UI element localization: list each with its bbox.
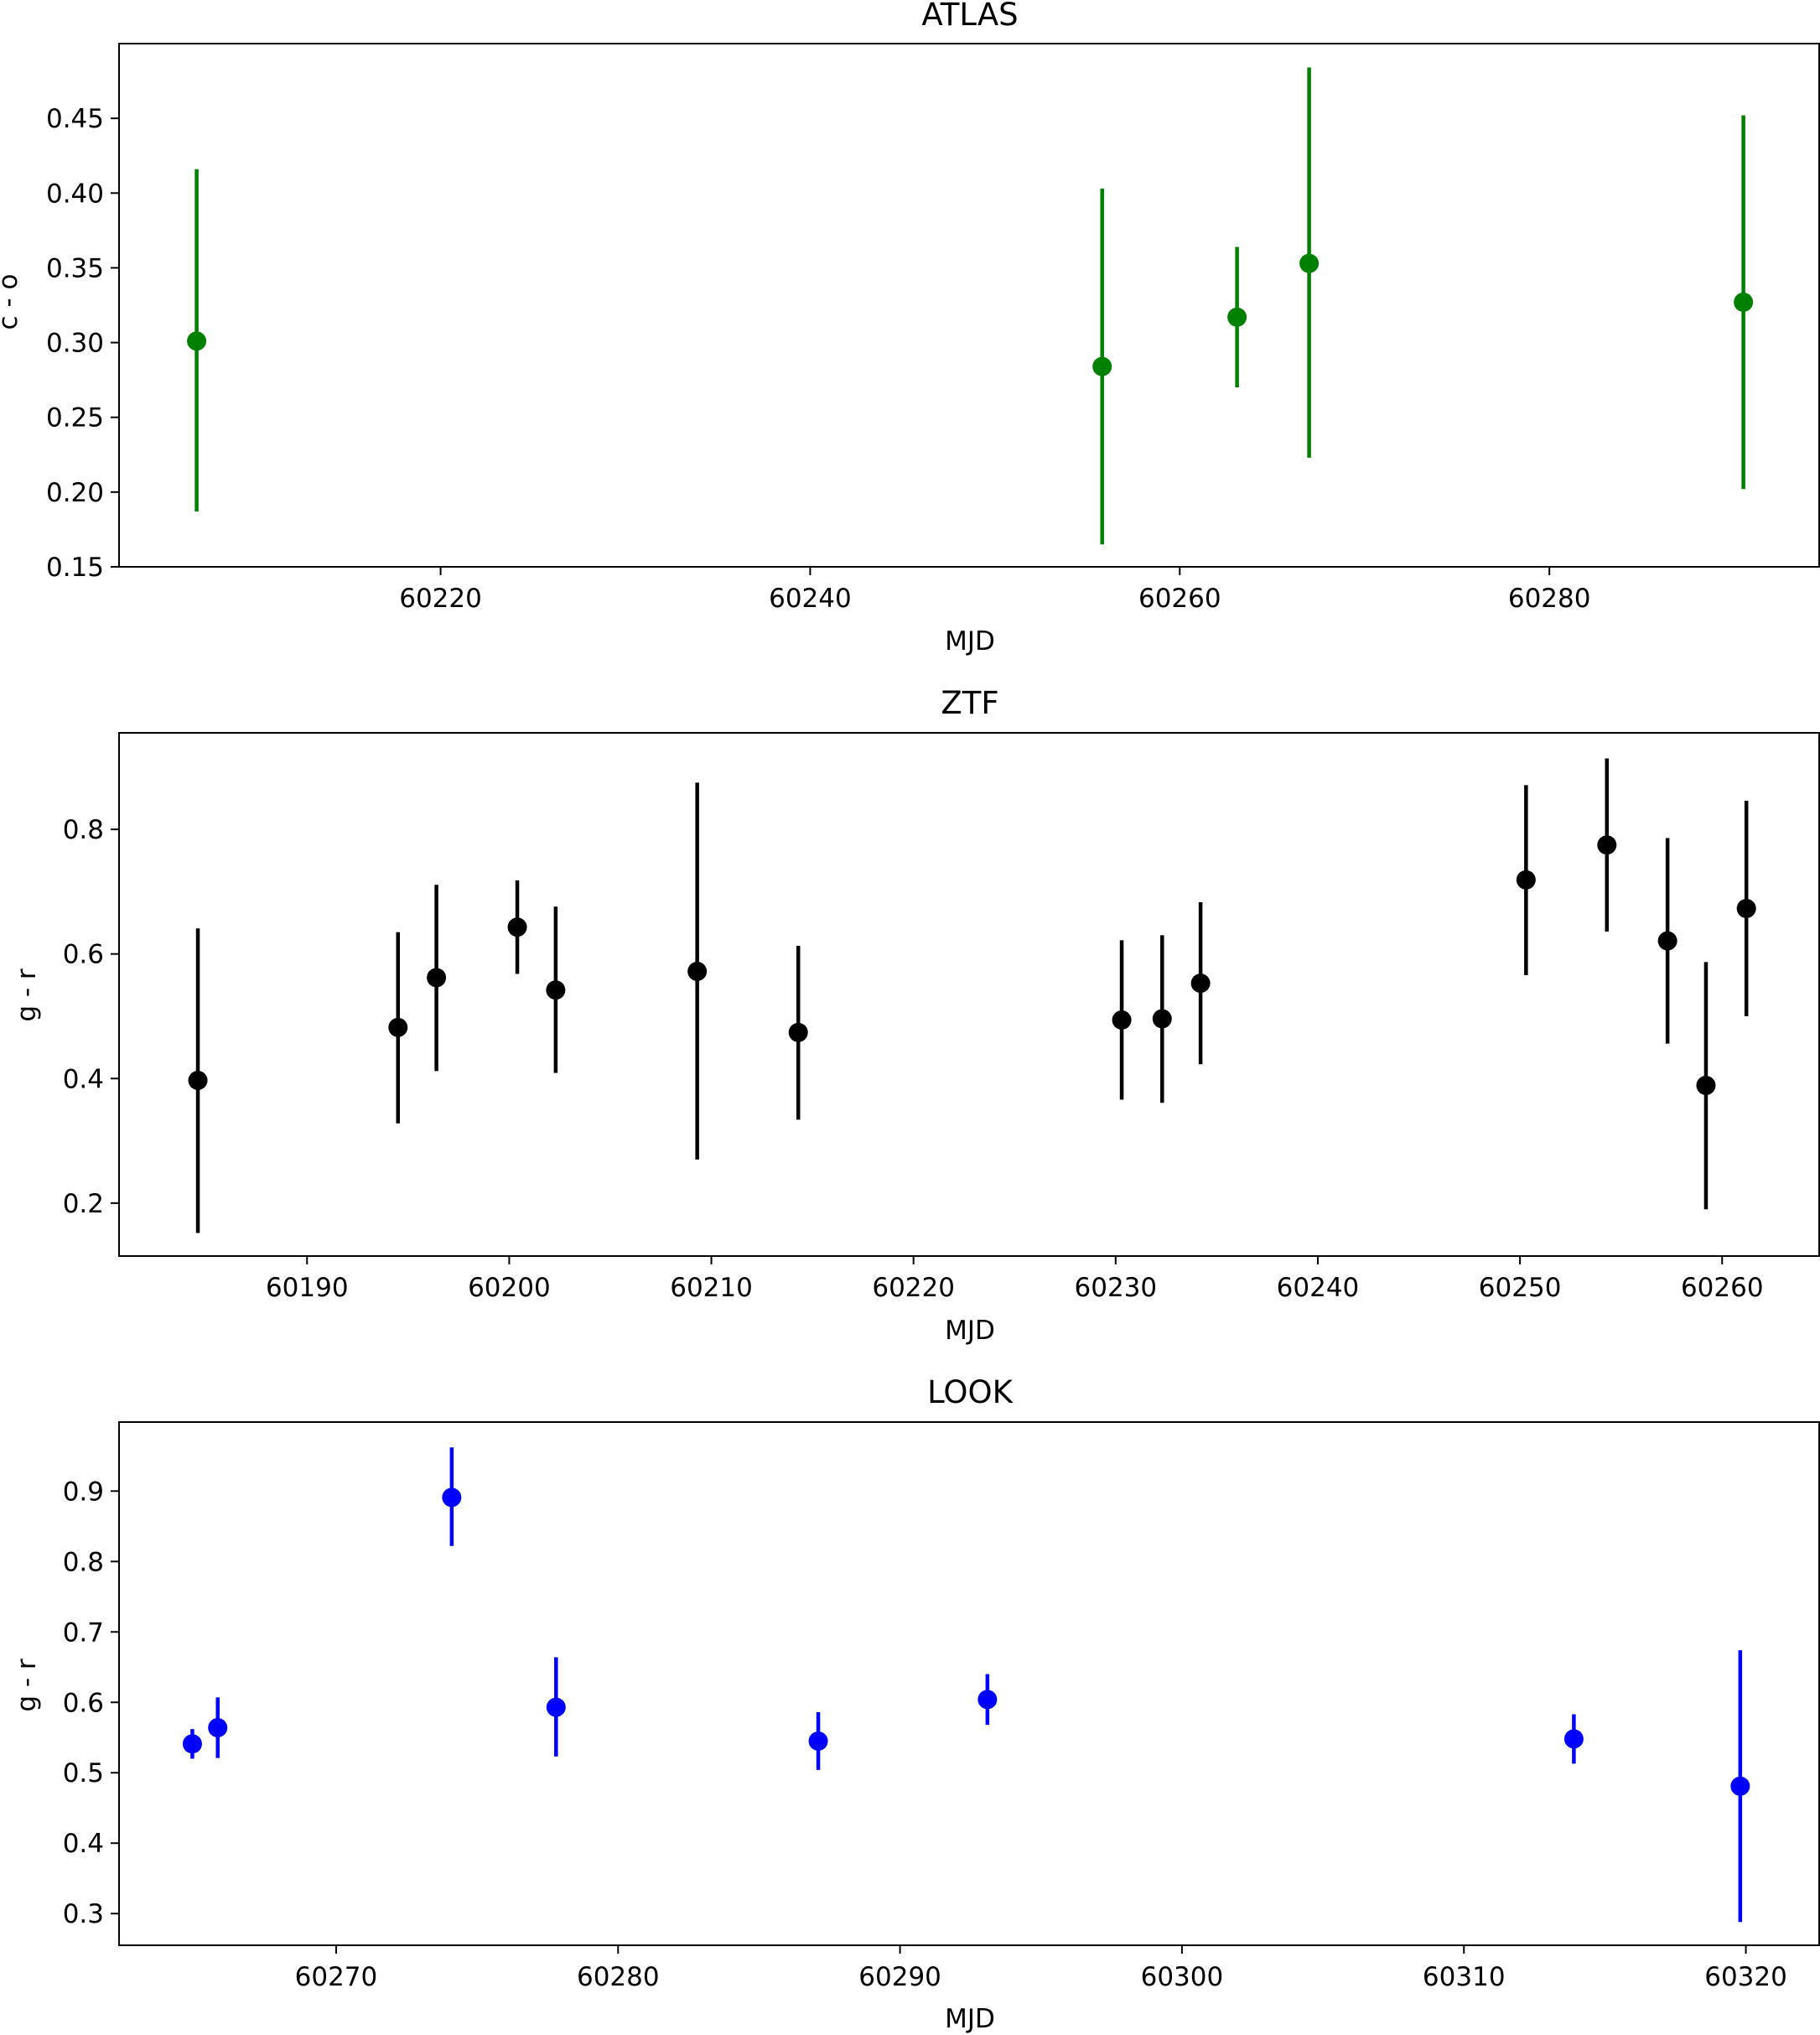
ztf-ytick-label: 0.6	[63, 940, 104, 970]
atlas-plot-frame	[118, 43, 1820, 568]
look-ytick-label: 0.9	[63, 1477, 104, 1507]
look-ytick-label: 0.6	[63, 1688, 104, 1718]
ztf-title: ZTF	[941, 685, 998, 721]
ztf-data-point	[1112, 1010, 1132, 1030]
look-panel: LOOK MJD g - r 60270 60280 60290 60300 60310…	[12, 1374, 1820, 2034]
atlas-data-point	[1734, 292, 1754, 312]
look-ytick-label: 0.5	[63, 1758, 104, 1788]
look-xtick-label: 60300	[1141, 1962, 1224, 1992]
ztf-data-point	[388, 1017, 408, 1037]
ztf-xtick-label: 60230	[1075, 1273, 1158, 1303]
ztf-data-point	[1516, 870, 1536, 890]
ztf-panel: ZTF MJD g - r 60190 60200 60210 60220 60230 6…	[12, 685, 1820, 1346]
look-ytick-label: 0.7	[63, 1617, 104, 1648]
ztf-data-point	[427, 968, 447, 988]
look-ytick-label: 0.3	[63, 1899, 104, 1929]
atlas-xlabel: MJD	[945, 626, 995, 657]
look-data-point	[977, 1690, 998, 1710]
atlas-ylabel: c - o	[0, 274, 23, 330]
atlas-title: ATLAS	[921, 0, 1018, 33]
atlas-ytick-label: 0.30	[46, 329, 104, 359]
atlas-xtick-label: 60260	[1138, 584, 1221, 614]
ztf-data-point	[788, 1022, 808, 1042]
ztf-data-point	[1736, 898, 1756, 918]
ztf-data-point	[1152, 1009, 1172, 1029]
look-xtick-label: 60280	[577, 1962, 660, 1992]
ztf-xtick-label: 60200	[468, 1273, 551, 1303]
atlas-data-point	[1299, 253, 1320, 273]
ztf-marks: 60190 60200 60210 60220 60230 60240 60250 60260…	[63, 758, 1764, 1303]
atlas-data-point	[1227, 307, 1247, 327]
look-data-point	[808, 1731, 828, 1751]
ztf-xtick-label: 60220	[872, 1273, 955, 1303]
atlas-xtick-label: 60240	[769, 584, 852, 614]
ztf-xlabel: MJD	[945, 1316, 995, 1346]
look-xtick-label: 60320	[1704, 1962, 1787, 1992]
atlas-xtick-label: 60280	[1508, 584, 1591, 614]
ztf-xtick-label: 60240	[1277, 1273, 1360, 1303]
look-ytick-label: 0.8	[63, 1547, 104, 1577]
look-data-point	[546, 1697, 566, 1717]
ztf-xtick-label: 60210	[670, 1273, 753, 1303]
ztf-ytick-label: 0.2	[63, 1189, 104, 1219]
atlas-ytick-label: 0.45	[46, 104, 104, 134]
look-xlabel: MJD	[945, 2004, 995, 2034]
look-ytick-label: 0.4	[63, 1829, 104, 1859]
atlas-ytick-label: 0.35	[46, 253, 104, 283]
atlas-data-point	[1092, 356, 1112, 376]
atlas-ytick-label: 0.20	[46, 478, 104, 508]
look-data-point	[442, 1487, 462, 1508]
look-ylabel: g - r	[12, 1659, 42, 1712]
look-plot-frame	[118, 1421, 1820, 1946]
ztf-data-point	[687, 962, 708, 982]
atlas-marks: 60220 60240 60260 60280 0.15 0.20 0.25 0.30 0.35…	[46, 67, 1754, 614]
look-data-point	[1563, 1729, 1584, 1749]
ztf-data-point	[1657, 931, 1677, 951]
ztf-xtick-label: 60190	[266, 1273, 349, 1303]
look-data-point	[1730, 1776, 1750, 1796]
atlas-ytick-label: 0.15	[46, 553, 104, 583]
look-xtick-label: 60270	[295, 1962, 378, 1992]
ztf-data-point	[507, 917, 527, 937]
atlas-panel: ATLAS MJD c - o 60220 60240 60260 60280 0.15…	[0, 0, 1820, 657]
ztf-xtick-label: 60260	[1681, 1273, 1764, 1303]
ztf-data-point	[1696, 1075, 1716, 1095]
ztf-ytick-label: 0.8	[63, 815, 104, 845]
ztf-ytick-label: 0.4	[63, 1064, 104, 1094]
ztf-ylabel: g - r	[12, 968, 42, 1022]
look-title: LOOK	[927, 1374, 1014, 1410]
ztf-plot-frame	[118, 732, 1820, 1257]
look-xtick-label: 60290	[858, 1962, 941, 1992]
ztf-data-point	[1597, 835, 1617, 855]
look-xtick-label: 60310	[1423, 1962, 1506, 1992]
ztf-data-point	[1190, 973, 1211, 994]
ztf-xtick-label: 60250	[1479, 1273, 1562, 1303]
atlas-ytick-label: 0.25	[46, 403, 104, 433]
atlas-xtick-label: 60220	[399, 584, 482, 614]
look-marks: 60270 60280 60290 60300 60310 60320 0.3 0.4 0.5 0…	[63, 1447, 1787, 1992]
atlas-ytick-label: 0.40	[46, 179, 104, 209]
ztf-data-point	[546, 980, 566, 1000]
look-data-point	[208, 1717, 228, 1737]
ztf-data-point	[188, 1071, 208, 1091]
look-data-point	[182, 1734, 202, 1754]
atlas-data-point	[187, 331, 207, 351]
